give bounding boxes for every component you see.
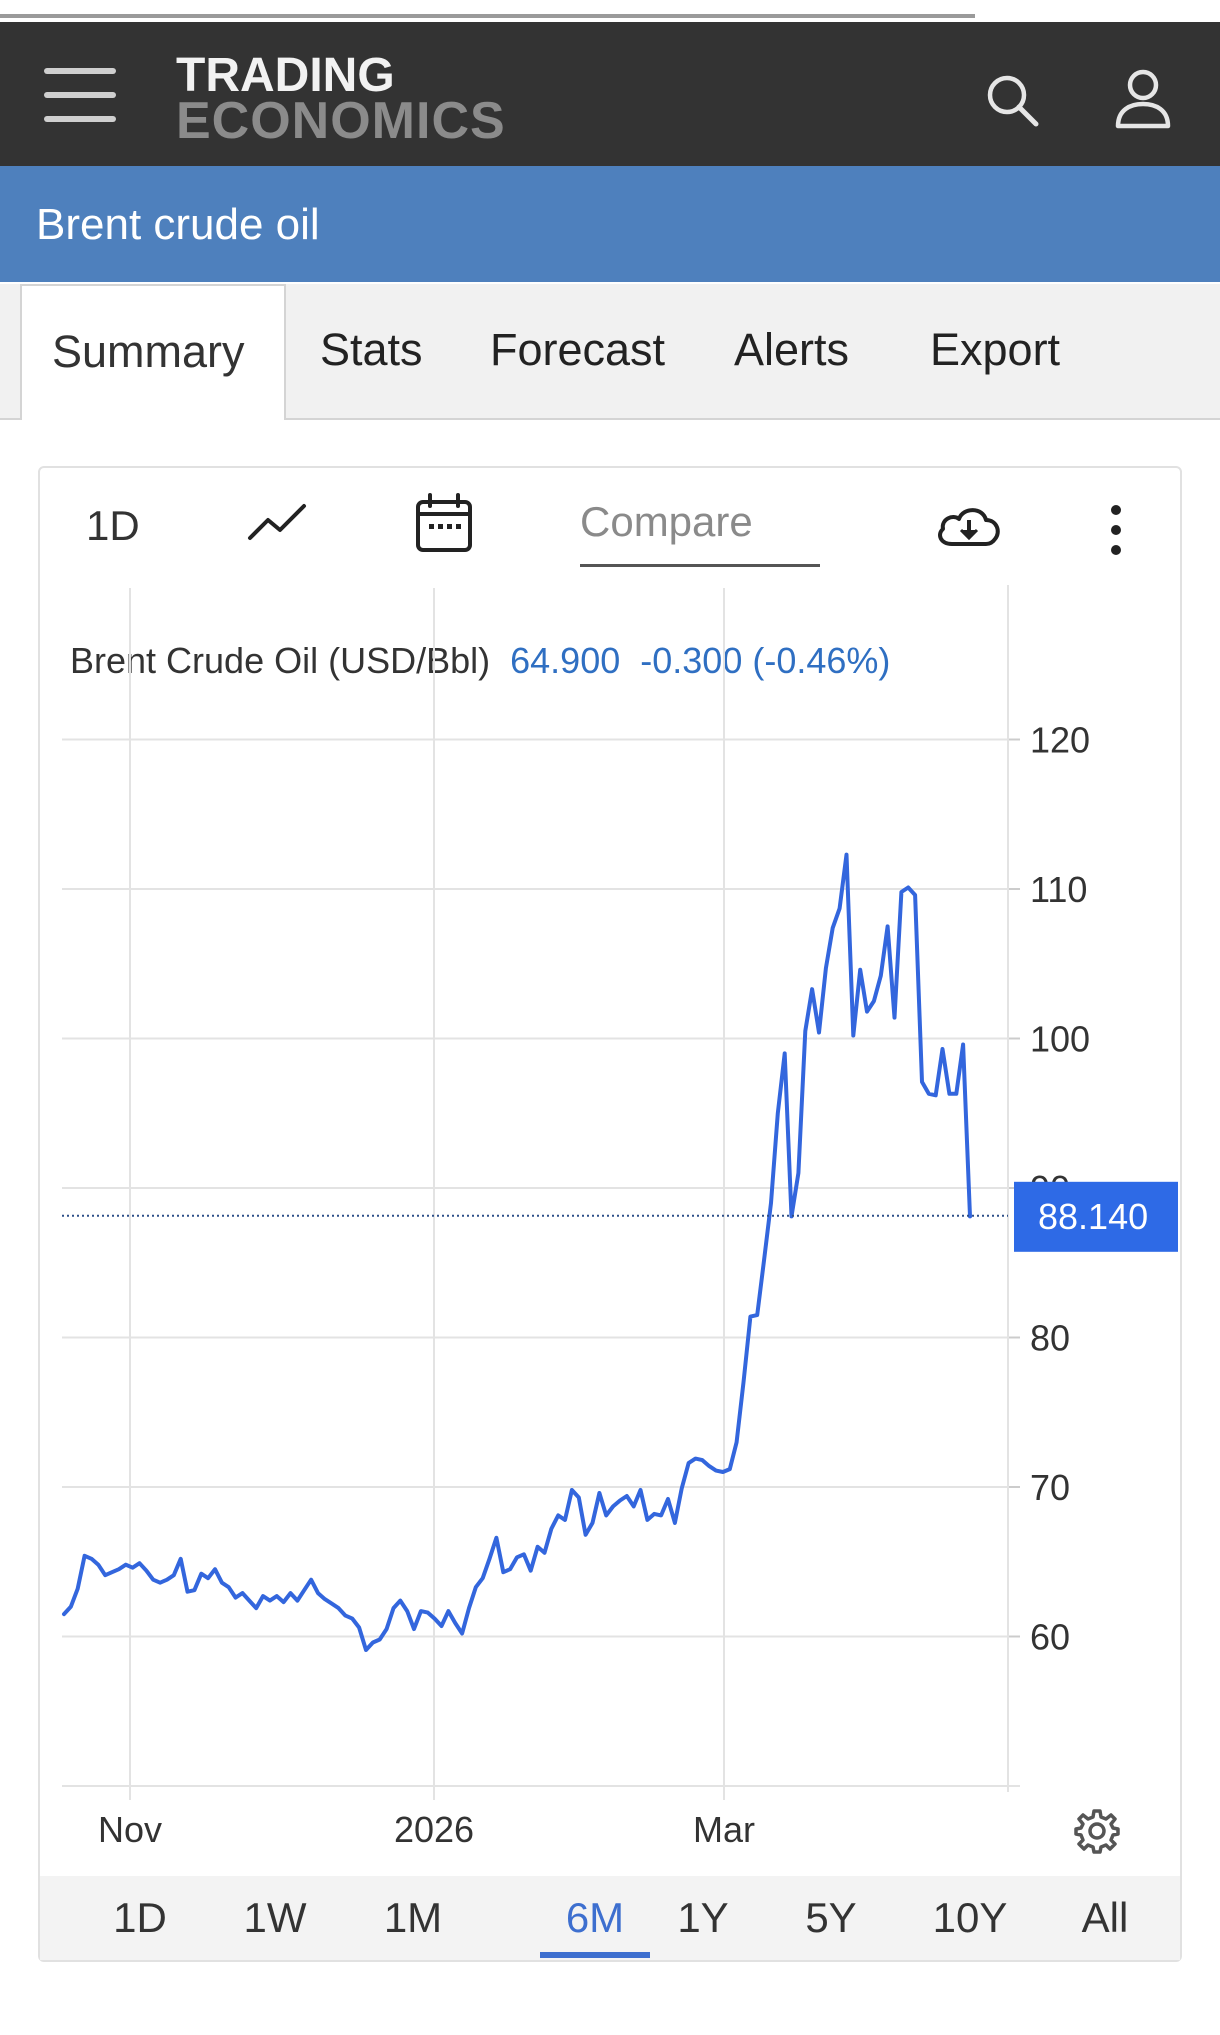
- range-1m[interactable]: 1M: [383, 1894, 443, 1941]
- gear-icon[interactable]: [1074, 1808, 1120, 1854]
- compare-field[interactable]: [580, 498, 820, 567]
- tab-stats[interactable]: Stats: [320, 324, 423, 375]
- tab-alerts[interactable]: Alerts: [734, 324, 850, 375]
- series-name: Brent Crude Oil (USD/Bbl): [70, 640, 491, 681]
- range-10y[interactable]: 10Y: [932, 1894, 1008, 1941]
- page-title-bar: Brent crude oil: [0, 166, 1220, 282]
- more-vertical-icon[interactable]: [1106, 502, 1126, 558]
- range-active-indicator: [540, 1952, 650, 1958]
- compare-input[interactable]: [580, 498, 820, 546]
- chart-card: [38, 466, 1182, 1962]
- app-header: TRADING ECONOMICS: [0, 22, 1220, 166]
- tab-summary[interactable]: Summary: [20, 284, 286, 420]
- cloud-download-icon[interactable]: [934, 502, 1004, 550]
- range-5y[interactable]: 5Y: [805, 1894, 857, 1941]
- logo[interactable]: TRADING ECONOMICS: [176, 49, 506, 151]
- chart-legend: Brent Crude Oil (USD/Bbl) 64.900 -0.300 …: [70, 640, 890, 682]
- tab-summary-label: Summary: [52, 326, 245, 377]
- range-1w[interactable]: 1W: [243, 1894, 307, 1941]
- logo-line1: TRADING: [176, 49, 395, 102]
- series-change: -0.300 (-0.46%): [640, 640, 891, 681]
- logo-line2: ECONOMICS: [176, 92, 506, 151]
- tab-export[interactable]: Export: [930, 324, 1061, 375]
- range-6m[interactable]: 6M: [565, 1894, 625, 1941]
- hamburger-icon[interactable]: [44, 68, 116, 126]
- calendar-icon[interactable]: [414, 492, 474, 554]
- status-strip: [0, 0, 1220, 22]
- interval-selector[interactable]: 1D: [86, 502, 140, 549]
- search-icon[interactable]: [982, 70, 1042, 130]
- line-chart-icon[interactable]: [246, 500, 310, 544]
- page-title: Brent crude oil: [36, 200, 320, 249]
- loading-bar: [0, 14, 975, 18]
- range-bar: 1D 1W 1M 6M 1Y 5Y 10Y All: [40, 1876, 1180, 1960]
- range-1d[interactable]: 1D: [113, 1894, 167, 1941]
- range-all[interactable]: All: [1081, 1894, 1129, 1941]
- series-price: 64.900: [510, 640, 621, 681]
- tab-bar: Summary Stats Forecast Alerts Export: [0, 284, 1220, 420]
- range-1y[interactable]: 1Y: [677, 1894, 729, 1941]
- user-icon[interactable]: [1114, 68, 1172, 130]
- tab-forecast[interactable]: Forecast: [490, 324, 666, 375]
